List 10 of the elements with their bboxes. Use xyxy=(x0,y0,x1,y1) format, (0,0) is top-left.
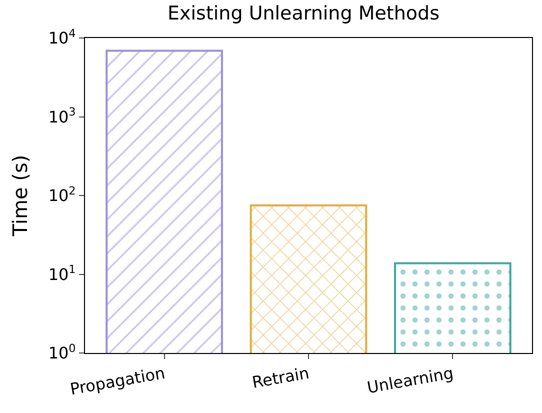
y-tick-label: 10$^{3}$ xyxy=(48,106,76,126)
y-tick-label: 10$^{2}$ xyxy=(48,184,76,206)
x-tick-label: Retrain xyxy=(250,363,311,392)
y-tick-label: 10$^{1}$ xyxy=(48,263,76,284)
y-tick-label: 10$^{0}$ xyxy=(48,342,76,363)
x-tick-label: Unlearning xyxy=(366,363,455,398)
y-tick-label: 10$^{4}$ xyxy=(48,26,76,48)
x-tick-label: Propagation xyxy=(68,363,166,399)
chart-title: Existing Unlearning Methods xyxy=(168,2,440,24)
y-axis-title: Time (s) xyxy=(8,154,32,238)
